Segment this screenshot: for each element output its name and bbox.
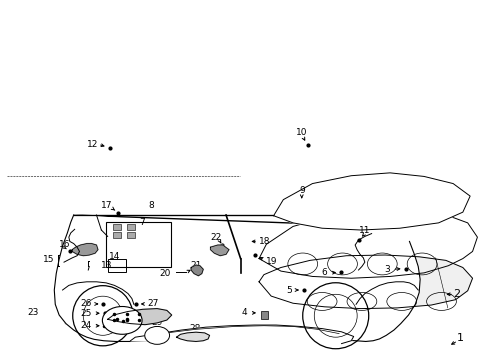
Text: 19: 19	[266, 257, 277, 266]
Bar	[127, 232, 135, 238]
Text: 18: 18	[259, 237, 270, 246]
Text: 9: 9	[298, 186, 304, 195]
Text: 21: 21	[190, 261, 201, 270]
Bar	[127, 224, 135, 230]
Ellipse shape	[144, 327, 169, 344]
Text: 15: 15	[43, 255, 54, 264]
Text: 29: 29	[151, 318, 163, 327]
Bar	[260, 311, 268, 319]
Polygon shape	[259, 208, 476, 278]
Text: 14: 14	[108, 252, 120, 261]
Polygon shape	[72, 244, 98, 256]
Text: 8: 8	[148, 201, 154, 210]
Ellipse shape	[102, 306, 142, 334]
Polygon shape	[176, 332, 209, 342]
Text: 4: 4	[241, 309, 247, 318]
Polygon shape	[107, 309, 171, 325]
Bar	[113, 232, 121, 238]
Text: 24: 24	[80, 321, 91, 330]
Text: 12: 12	[87, 140, 98, 149]
Text: 28: 28	[189, 324, 200, 333]
Polygon shape	[191, 265, 203, 276]
Text: 11: 11	[358, 226, 370, 235]
Text: 2: 2	[452, 289, 460, 299]
Text: 17: 17	[100, 201, 112, 210]
Polygon shape	[259, 255, 471, 309]
Text: 23: 23	[28, 309, 39, 318]
Bar	[106, 222, 170, 267]
Text: 13: 13	[100, 261, 112, 270]
Text: 10: 10	[295, 129, 307, 138]
Text: 26: 26	[80, 300, 91, 309]
Bar	[113, 224, 121, 230]
Polygon shape	[210, 245, 228, 256]
Text: 27: 27	[147, 300, 159, 309]
Text: 5: 5	[285, 285, 291, 294]
Polygon shape	[273, 173, 469, 230]
Polygon shape	[130, 325, 353, 343]
Bar	[107, 258, 125, 273]
Text: 7: 7	[139, 218, 144, 227]
Text: 25: 25	[80, 309, 91, 318]
Text: 3: 3	[384, 265, 390, 274]
Text: 1: 1	[456, 333, 463, 343]
Text: 20: 20	[159, 269, 170, 278]
Polygon shape	[54, 215, 419, 342]
Text: 16: 16	[59, 240, 70, 249]
Text: 6: 6	[321, 268, 327, 277]
Text: 22: 22	[210, 233, 222, 242]
